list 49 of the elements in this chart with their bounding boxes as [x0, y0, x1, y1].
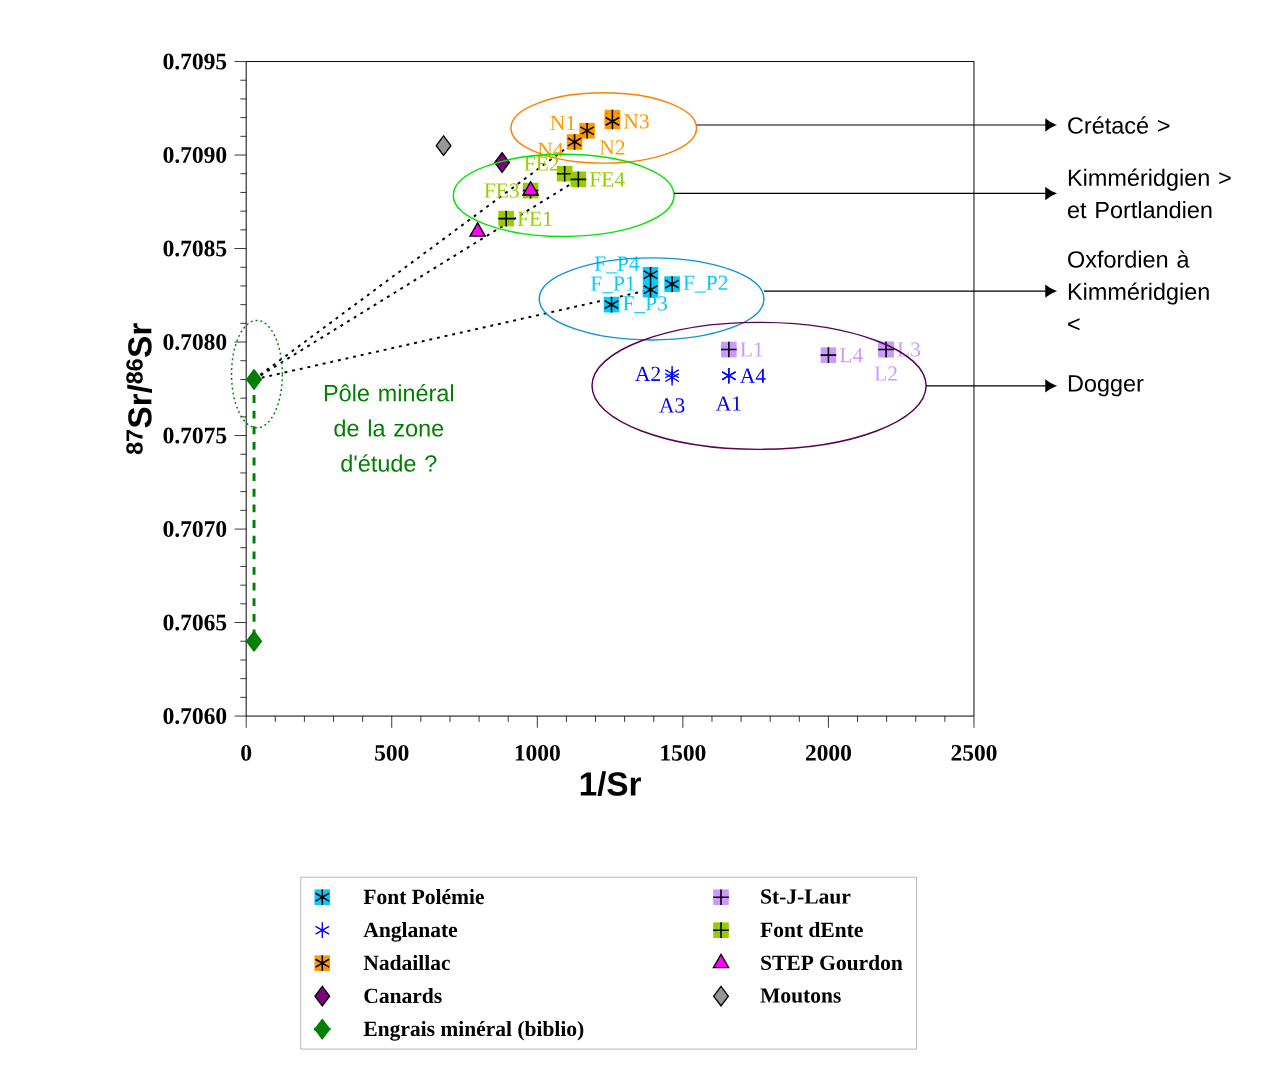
- text: Oxfordien à Kimméridgien <: [1068, 250, 1209, 331]
- y-tick-label: 0.7075: [163, 427, 227, 444]
- data-label: L2: [874, 366, 897, 381]
- text: Dogger: [1068, 375, 1144, 397]
- data-label: FE3: [484, 183, 519, 198]
- data-label: F_P1: [590, 276, 635, 294]
- data-label: FE1: [517, 211, 552, 226]
- y-tick-label: 0.7090: [163, 146, 227, 163]
- legend-label: Moutons: [760, 988, 841, 1003]
- data-label: L1: [740, 342, 763, 357]
- legend-label: Canards: [364, 987, 442, 1003]
- data-label: A1: [715, 396, 741, 411]
- data-label: L3: [897, 342, 921, 357]
- legend-label: Font Polémie: [363, 888, 484, 905]
- x-tick-label: 1500: [661, 744, 706, 761]
- data-label: A4: [740, 368, 766, 383]
- y-tick-label: 0.7070: [163, 520, 227, 537]
- data-label: FE2: [524, 156, 559, 171]
- text: Kimméridgien > et Portlandien: [1067, 168, 1231, 219]
- y-tick-label: 0.7095: [163, 53, 227, 70]
- data-label: F_P2: [683, 275, 728, 293]
- x-tick-label: 1000: [515, 744, 560, 761]
- data-label: N3: [623, 114, 649, 129]
- x-tick-label: 2000: [805, 744, 851, 761]
- legend-label: St-J-Laur: [761, 889, 851, 904]
- y-tick-label: 0.7065: [163, 614, 227, 631]
- data-label: L4: [839, 347, 863, 363]
- legend-label: Font dEnte: [760, 921, 863, 938]
- data-label: F_P3: [623, 296, 668, 314]
- legend-label: Nadaillac: [363, 954, 450, 970]
- data-label: F_P4: [594, 256, 640, 274]
- data-label: FE4: [589, 172, 625, 187]
- x-tick-label: 2500: [951, 744, 997, 761]
- x-tick-label: 0: [241, 744, 252, 761]
- data-label: A2: [635, 366, 660, 381]
- data-label: N2: [599, 140, 625, 155]
- x-axis-title: 1/Sr: [580, 771, 641, 796]
- y-axis-title: $^{87}$Sr/$^{86}$Sr: [126, 323, 152, 454]
- y-tick-label: 0.7080: [163, 333, 227, 350]
- text: Crétacé >: [1068, 116, 1170, 134]
- x-tick-label: 500: [375, 744, 409, 761]
- data-label: N1: [550, 115, 575, 130]
- legend-label: Engrais minéral (biblio): [363, 1020, 584, 1041]
- y-tick-label: 0.7060: [163, 707, 227, 724]
- data-label: A3: [659, 398, 685, 413]
- annotation: Pôle minéral de la zone d'étude ?: [324, 383, 454, 472]
- legend-label: STEP Gourdon: [761, 954, 903, 971]
- legend-label: Anglanate: [363, 921, 458, 942]
- y-tick-label: 0.7085: [163, 240, 227, 257]
